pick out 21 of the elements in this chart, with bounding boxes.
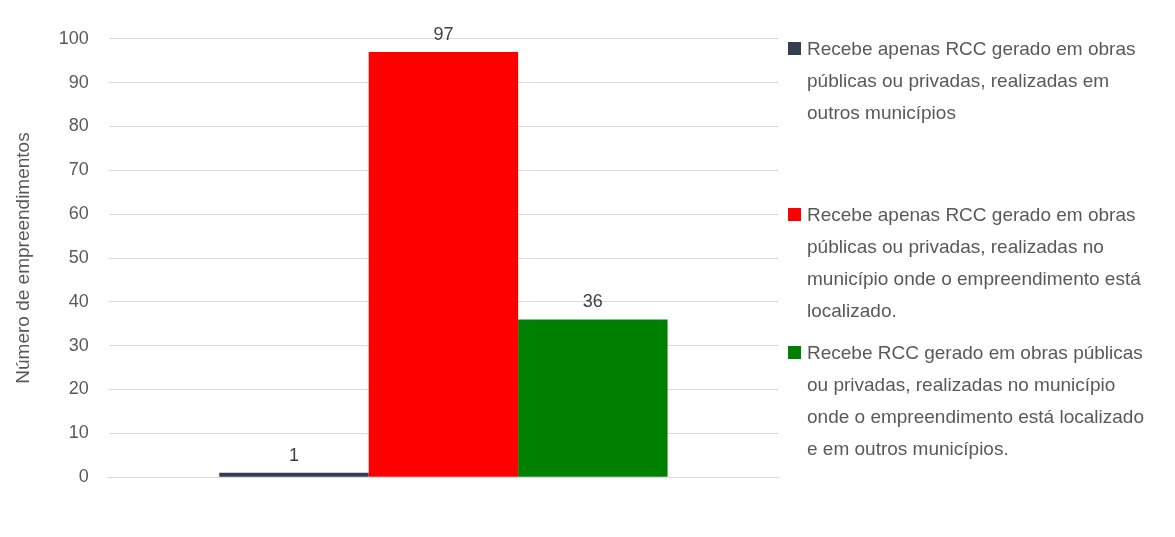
y-tick-label: 40 — [68, 290, 89, 311]
y-tick-label: 10 — [68, 422, 89, 443]
y-tick-label: 30 — [68, 334, 89, 355]
y-tick-label: 100 — [58, 27, 89, 48]
bar — [368, 51, 519, 477]
data-label: 36 — [582, 291, 603, 312]
y-tick-label: 90 — [68, 71, 89, 92]
data-label: 1 — [288, 444, 299, 465]
bar — [518, 319, 668, 477]
y-tick-label: 20 — [68, 378, 89, 399]
y-tick-label: 0 — [78, 466, 89, 487]
legend-label: Recebe apenas RCC gerado em obras públicas ou privadas, realizadas no município onde o empreendimento está localizado. — [807, 203, 1142, 323]
legend-label: Recebe RCC gerado em obras públicas ou privadas, realizadas no município onde o empreendimento está localizado e em outros municípios. — [807, 341, 1145, 461]
y-axis-title: Número de empreendimentos — [11, 132, 33, 384]
bar — [219, 472, 369, 477]
y-tick-label: 60 — [68, 203, 89, 224]
y-tick-label: 50 — [68, 246, 89, 267]
data-label: 97 — [433, 23, 454, 44]
legend-label: Recebe apenas RCC gerado em obras públicas ou privadas, realizadas em outros municípios — [807, 37, 1137, 125]
y-tick-label: 70 — [68, 159, 89, 180]
y-tick-label: 80 — [68, 115, 89, 136]
